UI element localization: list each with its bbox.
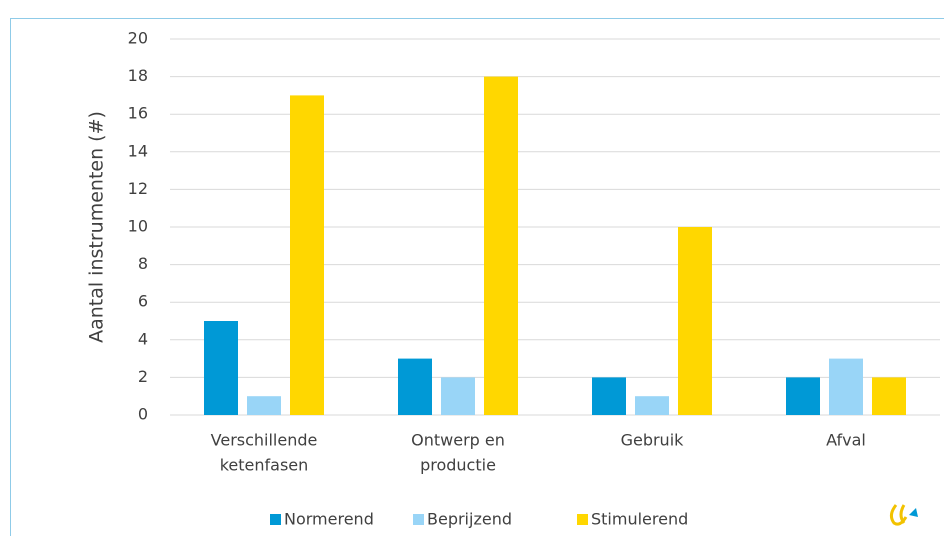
y-tick-label: 20 bbox=[128, 29, 148, 48]
x-tick-label: Gebruik bbox=[621, 431, 685, 450]
y-tick-label: 0 bbox=[138, 405, 148, 424]
bar bbox=[872, 377, 906, 415]
x-tick-label: Afval bbox=[826, 431, 866, 450]
bar bbox=[592, 377, 626, 415]
x-tick-label: productie bbox=[420, 456, 496, 475]
legend-swatch bbox=[577, 514, 588, 525]
legend-label: Stimulerend bbox=[591, 510, 688, 529]
bar bbox=[635, 396, 669, 415]
legend-label: Normerend bbox=[284, 510, 374, 529]
y-tick-label: 18 bbox=[128, 66, 148, 85]
y-axis-label: Aantal instrumenten (#) bbox=[86, 111, 108, 343]
y-tick-label: 2 bbox=[138, 367, 148, 386]
y-tick-label: 12 bbox=[128, 179, 148, 198]
legend-swatch bbox=[270, 514, 281, 525]
y-tick-label: 6 bbox=[138, 292, 148, 311]
bar bbox=[678, 227, 712, 415]
bar bbox=[484, 76, 518, 415]
bar bbox=[290, 95, 324, 416]
bar bbox=[829, 358, 863, 415]
y-tick-label: 16 bbox=[128, 104, 148, 123]
legend-swatch bbox=[413, 514, 424, 525]
x-tick-label: ketenfasen bbox=[220, 456, 309, 475]
bar bbox=[398, 358, 432, 415]
bar bbox=[441, 377, 475, 415]
y-tick-label: 4 bbox=[138, 329, 148, 348]
chart-border bbox=[10, 18, 944, 536]
bar bbox=[786, 377, 820, 415]
y-tick-label: 10 bbox=[128, 217, 148, 236]
bar bbox=[204, 321, 238, 415]
x-tick-label: Verschillende bbox=[211, 431, 318, 450]
y-tick-label: 14 bbox=[128, 141, 148, 160]
y-tick-label: 8 bbox=[138, 254, 148, 273]
bar bbox=[247, 396, 281, 415]
logo bbox=[889, 504, 918, 526]
legend-label: Beprijzend bbox=[427, 510, 512, 529]
x-tick-label: Ontwerp en bbox=[411, 431, 505, 450]
